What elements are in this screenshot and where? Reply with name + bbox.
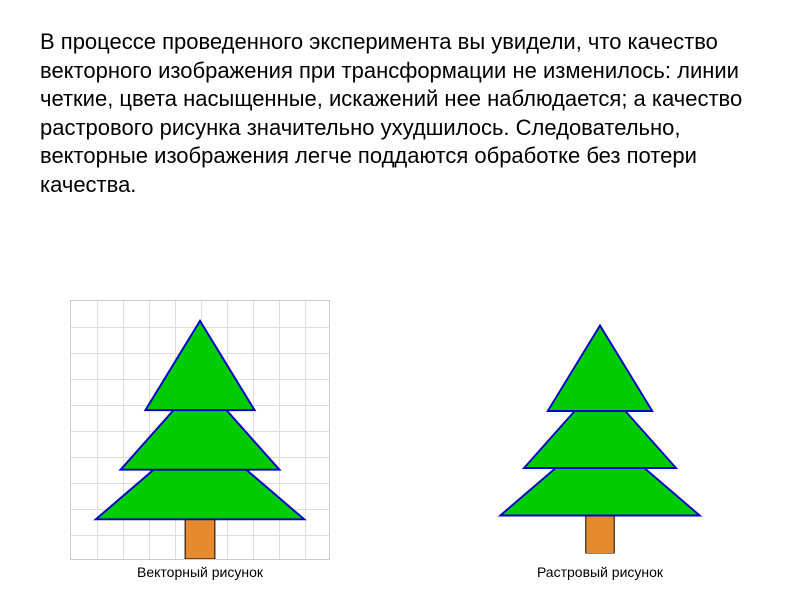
vector-canvas bbox=[70, 300, 330, 560]
paragraph-text: В процессе проведенного эксперимента вы … bbox=[40, 29, 742, 197]
vector-caption: Векторный рисунок bbox=[137, 564, 263, 580]
raster-figure: Растровый рисунок bbox=[470, 300, 730, 580]
raster-caption: Растровый рисунок bbox=[537, 564, 663, 580]
raster-tree bbox=[477, 307, 724, 554]
vector-figure: Векторный рисунок bbox=[70, 300, 330, 580]
main-paragraph: В процессе проведенного эксперимента вы … bbox=[40, 28, 760, 200]
vector-tree bbox=[71, 301, 329, 559]
raster-canvas bbox=[470, 300, 730, 560]
figures-row: Векторный рисунок Растровый рисунок bbox=[0, 300, 800, 580]
